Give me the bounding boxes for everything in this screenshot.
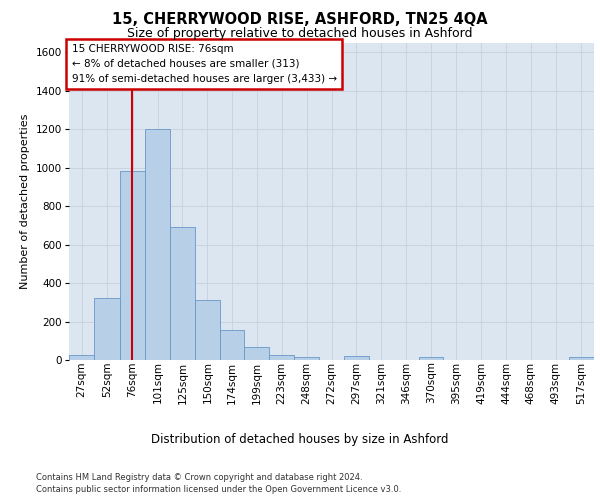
Bar	[195, 300, 220, 360]
Bar	[294, 357, 319, 360]
Bar	[269, 355, 294, 360]
Bar	[419, 357, 443, 360]
Bar	[145, 129, 170, 360]
Bar	[244, 346, 269, 360]
Text: Size of property relative to detached houses in Ashford: Size of property relative to detached ho…	[127, 28, 473, 40]
Text: Contains HM Land Registry data © Crown copyright and database right 2024.: Contains HM Land Registry data © Crown c…	[36, 472, 362, 482]
Text: Contains public sector information licensed under the Open Government Licence v3: Contains public sector information licen…	[36, 485, 401, 494]
Bar	[120, 172, 145, 360]
Text: 15 CHERRYWOOD RISE: 76sqm
← 8% of detached houses are smaller (313)
91% of semi-: 15 CHERRYWOOD RISE: 76sqm ← 8% of detach…	[71, 44, 337, 84]
Y-axis label: Number of detached properties: Number of detached properties	[20, 114, 30, 289]
Bar	[170, 227, 195, 360]
Text: 15, CHERRYWOOD RISE, ASHFORD, TN25 4QA: 15, CHERRYWOOD RISE, ASHFORD, TN25 4QA	[112, 12, 488, 28]
Bar	[69, 355, 94, 360]
Bar	[220, 330, 244, 360]
Text: Distribution of detached houses by size in Ashford: Distribution of detached houses by size …	[151, 432, 449, 446]
Bar	[344, 356, 369, 360]
Bar	[569, 357, 594, 360]
Bar	[94, 298, 120, 360]
